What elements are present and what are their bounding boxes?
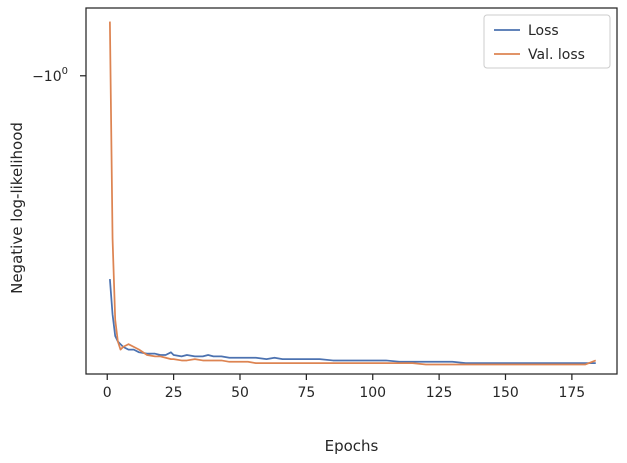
legend: Loss Val. loss xyxy=(483,14,611,69)
y-tick-label: −100 xyxy=(32,66,68,85)
x-axis: 0 25 50 75 100 125 150 175 xyxy=(103,374,585,401)
x-tick-label: 50 xyxy=(231,385,249,401)
y-axis: −100 xyxy=(32,66,86,85)
x-tick-label: 25 xyxy=(165,385,183,401)
x-tick-label: 100 xyxy=(359,385,386,401)
x-tick-label: 0 xyxy=(103,385,112,401)
x-tick-label: 125 xyxy=(426,385,453,401)
series-line-val-loss xyxy=(109,21,597,366)
plot-frame xyxy=(85,7,618,375)
x-tick-label: 75 xyxy=(297,385,315,401)
legend-label-loss: Loss xyxy=(528,23,559,39)
x-tick-label: 175 xyxy=(558,385,585,401)
series-layer xyxy=(109,21,597,366)
x-axis-label: Epochs xyxy=(325,437,379,455)
plot-background xyxy=(86,8,617,374)
x-tick-label: 150 xyxy=(492,385,519,401)
legend-label-val-loss: Val. loss xyxy=(528,47,585,63)
y-axis-label: Negative log-likelihood xyxy=(8,122,26,294)
